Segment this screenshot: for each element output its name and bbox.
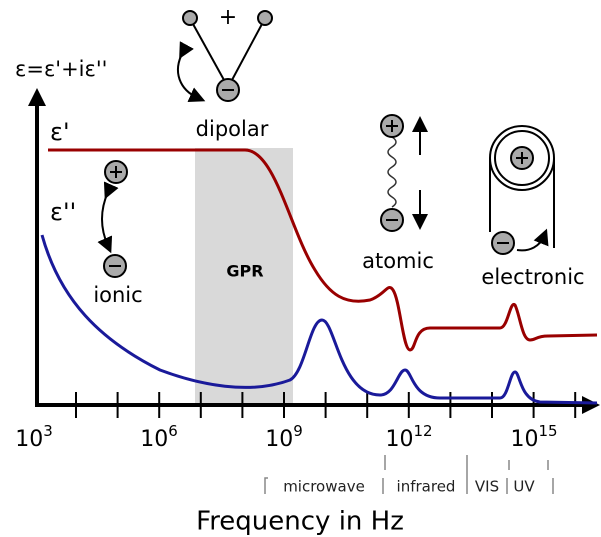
band-label: microwave: [283, 478, 365, 496]
y-axis-label: ε=ε'+iε'': [15, 57, 107, 81]
x-arrow: [582, 396, 600, 414]
dipolar-sign: +: [219, 5, 237, 30]
tick-base: 10: [510, 427, 538, 452]
electronic-label: electronic: [481, 265, 584, 289]
band-brackets: [264, 455, 554, 494]
tick-exponent: 15: [538, 422, 557, 440]
tick-exponent: 3: [43, 422, 53, 440]
dipolar-icon: [177, 10, 273, 103]
gpr-region: [195, 148, 293, 405]
atomic-label: atomic: [362, 249, 434, 273]
real-part-label: ε': [50, 118, 70, 146]
x-tick-label: 1015: [510, 422, 557, 453]
tick-base: 10: [140, 427, 168, 452]
x-axis-label: Frequency in Hz: [196, 507, 404, 537]
tick-exponent: 12: [413, 422, 432, 440]
x-tick-label: 1012: [385, 422, 432, 453]
x-tick-label: 103: [15, 422, 53, 453]
band-label: VIS: [475, 478, 499, 496]
band-label: infrared: [397, 478, 456, 496]
tick-labels: 103 106 109 1012 1015: [15, 422, 557, 453]
imag-part-label: ε'': [50, 198, 76, 226]
ionic-icon: [97, 160, 128, 278]
tick-base: 10: [385, 427, 413, 452]
tick-base: 10: [265, 427, 293, 452]
bands: microwave infrared VIS UV: [283, 478, 535, 496]
dipolar-label: dipolar: [196, 117, 269, 141]
ticks: [75, 392, 577, 418]
atomic-icon: [380, 114, 428, 232]
real-curve: [48, 148, 598, 352]
tick-base: 10: [15, 427, 43, 452]
tick-exponent: 9: [293, 422, 303, 440]
x-tick-label: 109: [265, 422, 303, 453]
imag-curve: [40, 234, 598, 405]
x-tick-label: 106: [140, 422, 178, 453]
band-label: UV: [513, 478, 535, 496]
y-arrow: [28, 88, 46, 106]
gpr-label: GPR: [226, 262, 263, 281]
ionic-label: ionic: [93, 283, 142, 307]
tick-exponent: 6: [168, 422, 178, 440]
electronic-icon: [489, 125, 555, 255]
